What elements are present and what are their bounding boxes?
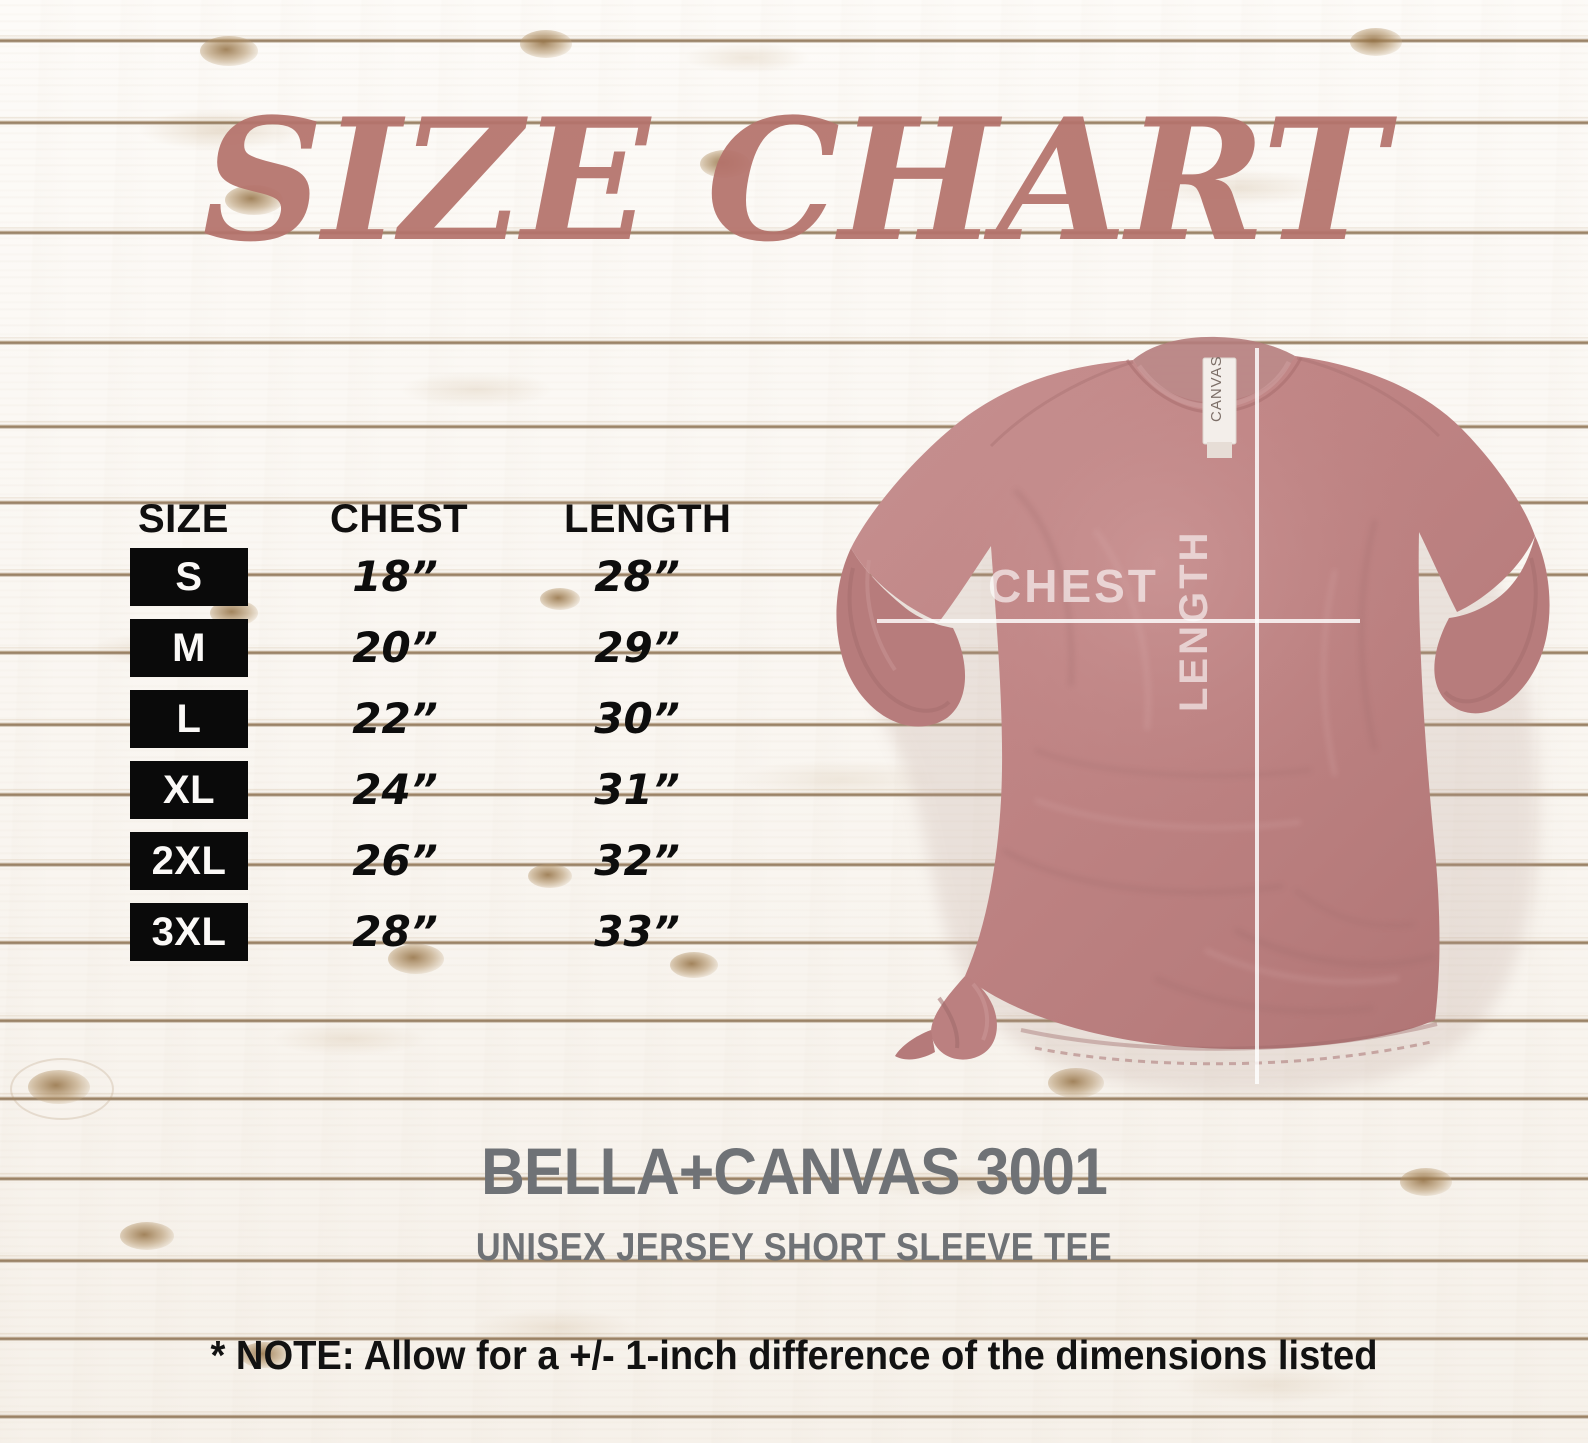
- length-value: 32”: [594, 836, 680, 885]
- chest-value: 24”: [352, 765, 438, 814]
- header-length: LENGTH: [564, 497, 732, 541]
- table-row: 3XL 28” 33”: [130, 900, 750, 971]
- page-title: SIZE CHART: [202, 81, 1387, 279]
- size-table: SIZE CHEST LENGTH S 18” 28” M 20” 29” L …: [130, 497, 750, 971]
- header-size: SIZE: [138, 497, 229, 541]
- neck-tag: CANVAS: [1202, 355, 1237, 458]
- size-badge: M: [130, 619, 248, 677]
- size-label: 3XL: [151, 910, 227, 954]
- length-overlay-label: LENGTH: [1172, 529, 1216, 712]
- measurement-note: * NOTE: Allow for a +/- 1-inch differenc…: [210, 1332, 1378, 1378]
- tshirt-image: CANVAS: [735, 330, 1565, 1120]
- size-label: XL: [162, 768, 216, 812]
- size-badge: XL: [130, 761, 248, 819]
- length-value: 28”: [594, 552, 680, 601]
- chest-value: 20”: [352, 623, 438, 672]
- length-value: 33”: [594, 907, 680, 956]
- length-value: 31”: [594, 765, 680, 814]
- size-badge: S: [130, 548, 248, 606]
- chest-measure-line: [877, 619, 1360, 623]
- length-value: 30”: [594, 694, 680, 743]
- brand-name: BELLA+CANVAS 3001: [480, 1134, 1108, 1208]
- size-label: 2XL: [151, 839, 227, 883]
- svg-text:CANVAS: CANVAS: [1208, 355, 1225, 422]
- length-value: 29”: [594, 623, 680, 672]
- header-chest: CHEST: [330, 497, 469, 541]
- size-badge: 3XL: [130, 903, 248, 961]
- chest-overlay-label: CHEST: [988, 560, 1159, 612]
- table-row: XL 24” 31”: [130, 758, 750, 829]
- size-badge: L: [130, 690, 248, 748]
- size-label: M: [172, 626, 206, 670]
- chest-value: 18”: [352, 552, 438, 601]
- table-row: S 18” 28”: [130, 545, 750, 616]
- chest-value: 28”: [352, 907, 438, 956]
- chest-value: 22”: [352, 694, 438, 743]
- table-row: 2XL 26” 32”: [130, 829, 750, 900]
- length-measure-line: [1255, 348, 1259, 1084]
- size-label: S: [175, 555, 203, 599]
- table-row: M 20” 29”: [130, 616, 750, 687]
- chest-value: 26”: [352, 836, 438, 885]
- product-name: UNISEX JERSEY SHORT SLEEVE TEE: [475, 1226, 1113, 1269]
- size-label: L: [176, 697, 202, 741]
- table-row: L 22” 30”: [130, 687, 750, 758]
- table-header-row: SIZE CHEST LENGTH: [130, 497, 750, 545]
- size-badge: 2XL: [130, 832, 248, 890]
